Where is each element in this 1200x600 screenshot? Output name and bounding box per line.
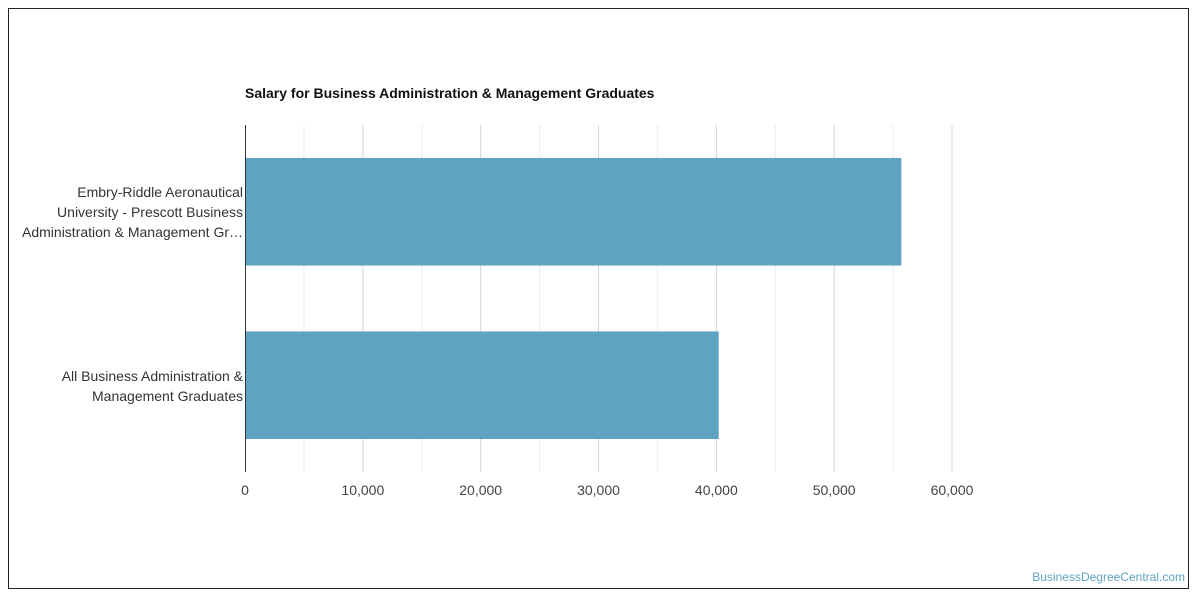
x-tick-label: 30,000 [577, 482, 620, 498]
category-label-embry-riddle: Embry-Riddle Aeronautical University - P… [22, 184, 243, 240]
x-tick-label: 40,000 [695, 482, 738, 498]
x-tick-label: 0 [241, 482, 249, 498]
bar-1 [245, 331, 719, 440]
source-credit[interactable]: BusinessDegreeCentral.com [1032, 570, 1185, 584]
x-tick-label: 20,000 [459, 482, 502, 498]
chart-title: Salary for Business Administration & Man… [245, 85, 655, 101]
x-tick-label: 50,000 [813, 482, 856, 498]
category-label-all-graduates: All Business Administration & Management… [61, 368, 243, 404]
x-tick-label: 10,000 [341, 482, 384, 498]
x-tick-label: 60,000 [931, 482, 974, 498]
bar-0 [245, 157, 902, 266]
